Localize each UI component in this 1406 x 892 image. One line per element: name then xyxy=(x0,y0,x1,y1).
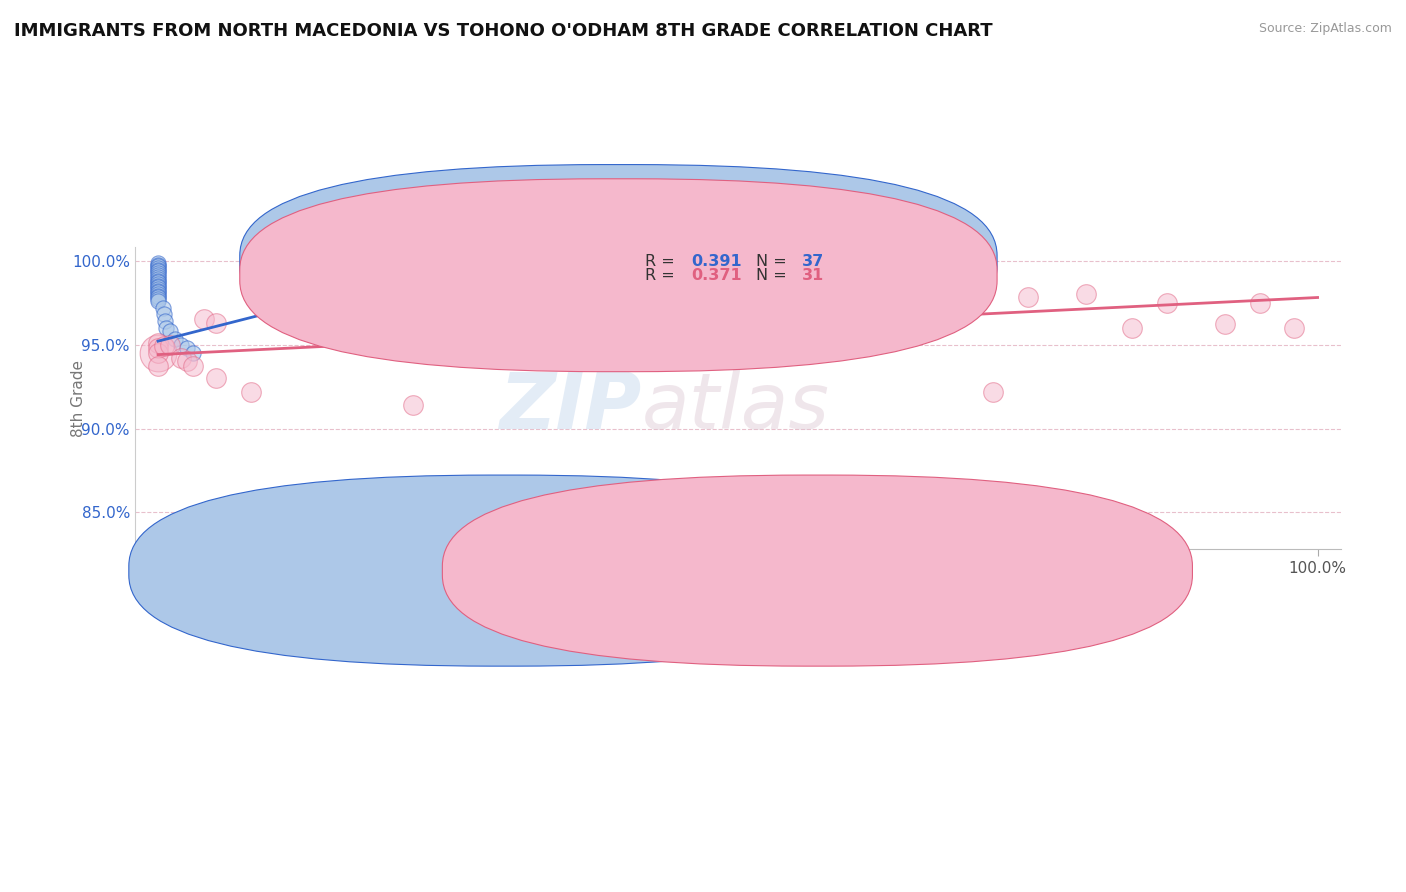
Point xyxy=(146,291,169,305)
Point xyxy=(146,264,169,278)
Point xyxy=(159,324,181,338)
FancyBboxPatch shape xyxy=(581,250,859,288)
Text: 31: 31 xyxy=(801,268,824,283)
Point xyxy=(146,270,169,285)
FancyBboxPatch shape xyxy=(443,475,1192,666)
Point xyxy=(205,316,228,330)
Point xyxy=(146,287,169,301)
Point xyxy=(146,335,169,350)
Point xyxy=(146,284,169,298)
Point xyxy=(170,351,193,365)
Point xyxy=(402,398,425,412)
Text: Tohono O'odham: Tohono O'odham xyxy=(837,563,965,578)
Point xyxy=(153,307,176,321)
Point xyxy=(367,304,389,318)
Point xyxy=(146,280,169,294)
FancyBboxPatch shape xyxy=(129,475,879,666)
Point xyxy=(1213,318,1236,332)
Text: Source: ZipAtlas.com: Source: ZipAtlas.com xyxy=(1258,22,1392,36)
Text: 0.391: 0.391 xyxy=(690,253,741,268)
Point xyxy=(146,261,169,276)
Point xyxy=(866,254,889,268)
Point xyxy=(460,255,482,269)
Text: IMMIGRANTS FROM NORTH MACEDONIA VS TOHONO O'ODHAM 8TH GRADE CORRELATION CHART: IMMIGRANTS FROM NORTH MACEDONIA VS TOHON… xyxy=(14,22,993,40)
FancyBboxPatch shape xyxy=(240,164,997,358)
Point xyxy=(146,278,169,293)
Point xyxy=(146,266,169,280)
Point xyxy=(193,312,215,326)
FancyBboxPatch shape xyxy=(240,178,997,372)
Point xyxy=(367,255,389,269)
Text: Immigrants from North Macedonia: Immigrants from North Macedonia xyxy=(523,563,787,578)
Point xyxy=(153,314,176,328)
Point xyxy=(146,276,169,290)
Point xyxy=(146,277,169,291)
Point xyxy=(176,341,198,355)
Point xyxy=(437,312,460,326)
Text: N =: N = xyxy=(756,268,792,283)
Point xyxy=(1249,295,1271,310)
Point xyxy=(981,384,1004,399)
Text: atlas: atlas xyxy=(641,369,830,445)
Point xyxy=(170,337,193,351)
Point xyxy=(152,301,174,315)
Point xyxy=(146,346,169,360)
Point xyxy=(146,256,169,270)
Point xyxy=(1156,295,1178,310)
Y-axis label: 8th Grade: 8th Grade xyxy=(72,359,86,437)
Point xyxy=(146,272,169,286)
Point xyxy=(181,346,204,360)
Point xyxy=(146,285,169,300)
Point xyxy=(146,289,169,303)
Point xyxy=(153,339,176,353)
Point xyxy=(146,346,169,360)
Point xyxy=(146,268,169,282)
Point xyxy=(146,282,169,296)
Text: R =: R = xyxy=(645,253,681,268)
Point xyxy=(146,258,169,272)
Point xyxy=(155,320,177,334)
Point xyxy=(146,260,169,274)
Point xyxy=(1284,320,1306,334)
Point xyxy=(1074,287,1097,301)
Point xyxy=(146,341,169,355)
Text: 0.371: 0.371 xyxy=(690,268,741,283)
Point xyxy=(146,359,169,374)
Point xyxy=(159,337,181,351)
Point xyxy=(146,262,169,277)
Text: N =: N = xyxy=(756,253,792,268)
Text: ZIP: ZIP xyxy=(499,369,641,445)
Point xyxy=(181,359,204,374)
Point xyxy=(1121,320,1143,334)
Text: R =: R = xyxy=(645,268,681,283)
Text: 37: 37 xyxy=(801,253,824,268)
Point xyxy=(205,371,228,385)
Point xyxy=(146,293,169,308)
Point xyxy=(146,274,169,288)
Point xyxy=(146,292,169,306)
Point xyxy=(165,333,187,347)
Point xyxy=(866,312,889,326)
Point xyxy=(239,384,262,399)
Point xyxy=(176,354,198,368)
Point xyxy=(1017,291,1039,305)
